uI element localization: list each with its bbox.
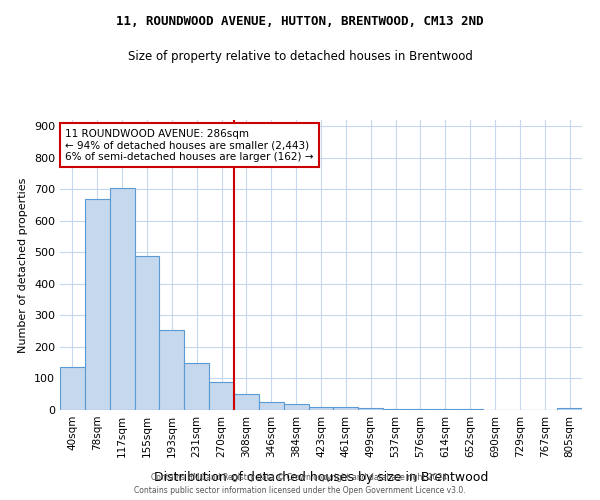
Bar — [209, 382, 234, 410]
Text: 11 ROUNDWOOD AVENUE: 286sqm
← 94% of detached houses are smaller (2,443)
6% of s: 11 ROUNDWOOD AVENUE: 286sqm ← 94% of det… — [65, 128, 314, 162]
Text: Size of property relative to detached houses in Brentwood: Size of property relative to detached ho… — [128, 50, 472, 63]
Text: 11, ROUNDWOOD AVENUE, HUTTON, BRENTWOOD, CM13 2ND: 11, ROUNDWOOD AVENUE, HUTTON, BRENTWOOD,… — [116, 15, 484, 28]
Bar — [308, 407, 334, 410]
X-axis label: Distribution of detached houses by size in Brentwood: Distribution of detached houses by size … — [154, 471, 488, 484]
Text: Contains public sector information licensed under the Open Government Licence v3: Contains public sector information licen… — [134, 486, 466, 495]
Bar — [110, 188, 134, 410]
Bar — [334, 408, 358, 410]
Bar — [284, 404, 308, 410]
Bar — [134, 256, 160, 410]
Bar — [557, 408, 582, 410]
Bar — [408, 409, 433, 410]
Bar — [184, 364, 209, 410]
Bar — [383, 408, 408, 410]
Text: Contains HM Land Registry data © Crown copyright and database right 2024.: Contains HM Land Registry data © Crown c… — [151, 474, 449, 482]
Bar — [85, 199, 110, 410]
Y-axis label: Number of detached properties: Number of detached properties — [19, 178, 28, 352]
Bar — [358, 408, 383, 410]
Bar — [259, 402, 284, 410]
Bar — [160, 330, 184, 410]
Bar — [60, 368, 85, 410]
Bar — [234, 394, 259, 410]
